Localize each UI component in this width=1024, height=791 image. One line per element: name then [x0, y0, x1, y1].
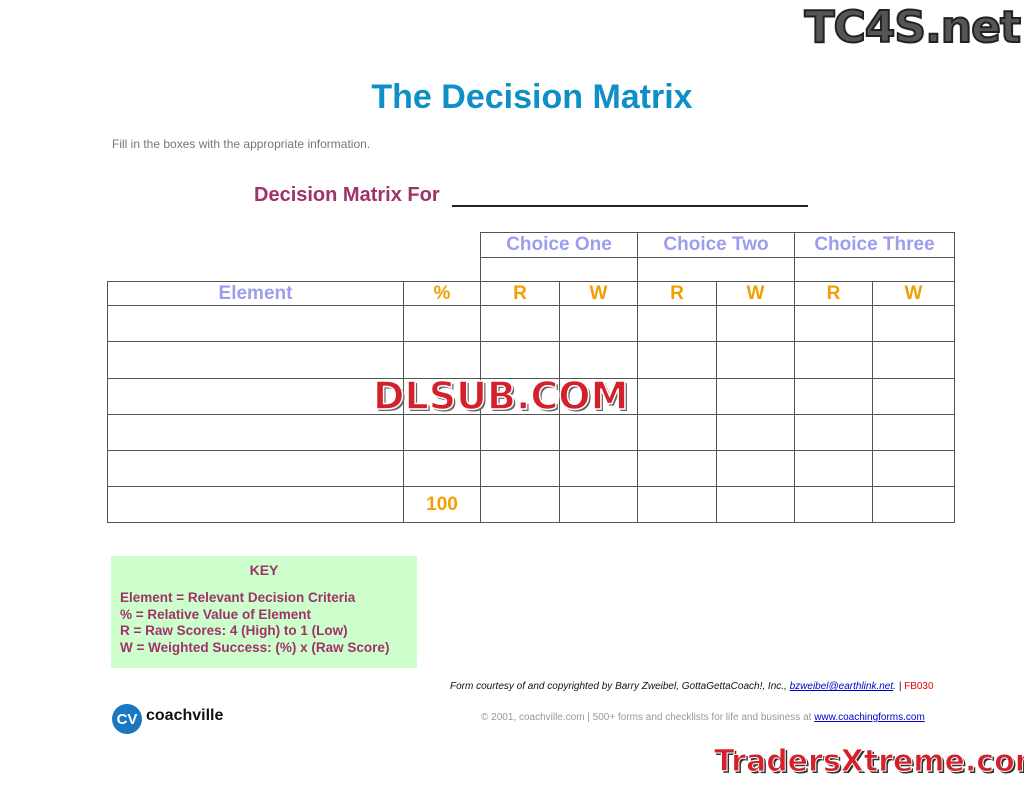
choice-name-cell[interactable]	[480, 257, 638, 282]
total-percent: 100	[403, 486, 481, 523]
table-cell[interactable]	[716, 305, 795, 342]
w-header: W	[872, 281, 955, 306]
table-cell[interactable]	[107, 378, 404, 415]
decision-for-blank[interactable]	[452, 205, 808, 207]
table-cell[interactable]	[403, 450, 481, 487]
percent-header: %	[403, 281, 481, 306]
table-cell[interactable]	[794, 450, 873, 487]
choice-name-cell[interactable]	[637, 257, 795, 282]
table-cell[interactable]	[716, 341, 795, 379]
table-cell[interactable]	[559, 450, 638, 487]
table-cell[interactable]	[637, 341, 717, 379]
key-box: KEY Element = Relevant Decision Criteria…	[111, 556, 417, 668]
table-cell[interactable]	[872, 378, 955, 415]
decision-for-label: Decision Matrix For	[254, 184, 440, 206]
table-cell[interactable]	[403, 305, 481, 342]
watermark-logo: TradersXtreme.com	[714, 744, 1024, 780]
r-header: R	[637, 281, 717, 306]
table-cell[interactable]	[107, 450, 404, 487]
r-header: R	[794, 281, 873, 306]
table-cell[interactable]	[480, 450, 560, 487]
choice-header: Choice One	[480, 232, 638, 258]
separator: . |	[893, 681, 905, 692]
table-cell[interactable]	[480, 486, 560, 523]
table-cell[interactable]	[637, 414, 717, 451]
key-line: R = Raw Scores: 4 (High) to 1 (Low)	[120, 623, 348, 638]
table-cell[interactable]	[637, 378, 717, 415]
copyright-label: © 2001, coachville.com | 500+ forms and …	[481, 712, 815, 723]
w-header: W	[716, 281, 795, 306]
table-cell[interactable]	[872, 414, 955, 451]
watermark-logo: DLSUB.COM	[372, 373, 629, 419]
courtesy-text: Form courtesy of and copyrighted by Barr…	[450, 681, 934, 692]
table-cell[interactable]	[637, 486, 717, 523]
table-cell[interactable]	[716, 450, 795, 487]
table-cell[interactable]	[872, 486, 955, 523]
table-cell[interactable]	[794, 486, 873, 523]
page-title: The Decision Matrix	[371, 78, 693, 116]
r-header: R	[480, 281, 560, 306]
table-cell[interactable]	[872, 341, 955, 379]
table-cell[interactable]	[559, 414, 638, 451]
table-cell[interactable]	[559, 305, 638, 342]
choice-header: Choice Two	[637, 232, 795, 258]
table-cell[interactable]	[637, 450, 717, 487]
copyright-text: © 2001, coachville.com | 500+ forms and …	[481, 712, 925, 723]
table-cell[interactable]	[716, 414, 795, 451]
table-cell[interactable]	[480, 414, 560, 451]
table-cell[interactable]	[107, 414, 404, 451]
table-cell[interactable]	[480, 305, 560, 342]
table-cell[interactable]	[794, 341, 873, 379]
key-line: % = Relative Value of Element	[120, 606, 311, 622]
watermark-logo: TC4S.net	[803, 1, 1022, 54]
element-header: Element	[107, 281, 404, 306]
key-line: Element = Relevant Decision Criteria	[120, 590, 356, 605]
coachville-logo-icon: CV	[112, 704, 142, 734]
coachville-logo-name: coachville	[146, 707, 224, 724]
courtesy-label: Form courtesy of and copyrighted by Barr…	[450, 681, 790, 692]
table-cell[interactable]	[872, 450, 955, 487]
table-cell[interactable]	[559, 486, 638, 523]
table-cell[interactable]	[716, 378, 795, 415]
table-cell[interactable]	[107, 341, 404, 379]
table-cell[interactable]	[794, 378, 873, 415]
table-cell[interactable]	[403, 414, 481, 451]
choice-name-cell[interactable]	[794, 257, 955, 282]
table-cell[interactable]	[794, 305, 873, 342]
site-link[interactable]: www.coachingforms.com	[814, 712, 925, 723]
choice-header: Choice Three	[794, 232, 955, 258]
table-cell[interactable]	[107, 486, 404, 523]
key-title: KEY	[249, 562, 279, 578]
table-cell[interactable]	[794, 414, 873, 451]
table-cell[interactable]	[637, 305, 717, 342]
w-header: W	[559, 281, 638, 306]
key-line: W = Weighted Success: (%) x (Raw Score)	[120, 639, 390, 655]
form-code: FB030	[904, 681, 934, 692]
email-link[interactable]: bzweibel@earthlink.net	[789, 681, 894, 692]
table-cell[interactable]	[716, 486, 795, 523]
instructions: Fill in the boxes with the appropriate i…	[112, 137, 371, 151]
table-cell[interactable]	[107, 305, 404, 342]
table-cell[interactable]	[872, 305, 955, 342]
